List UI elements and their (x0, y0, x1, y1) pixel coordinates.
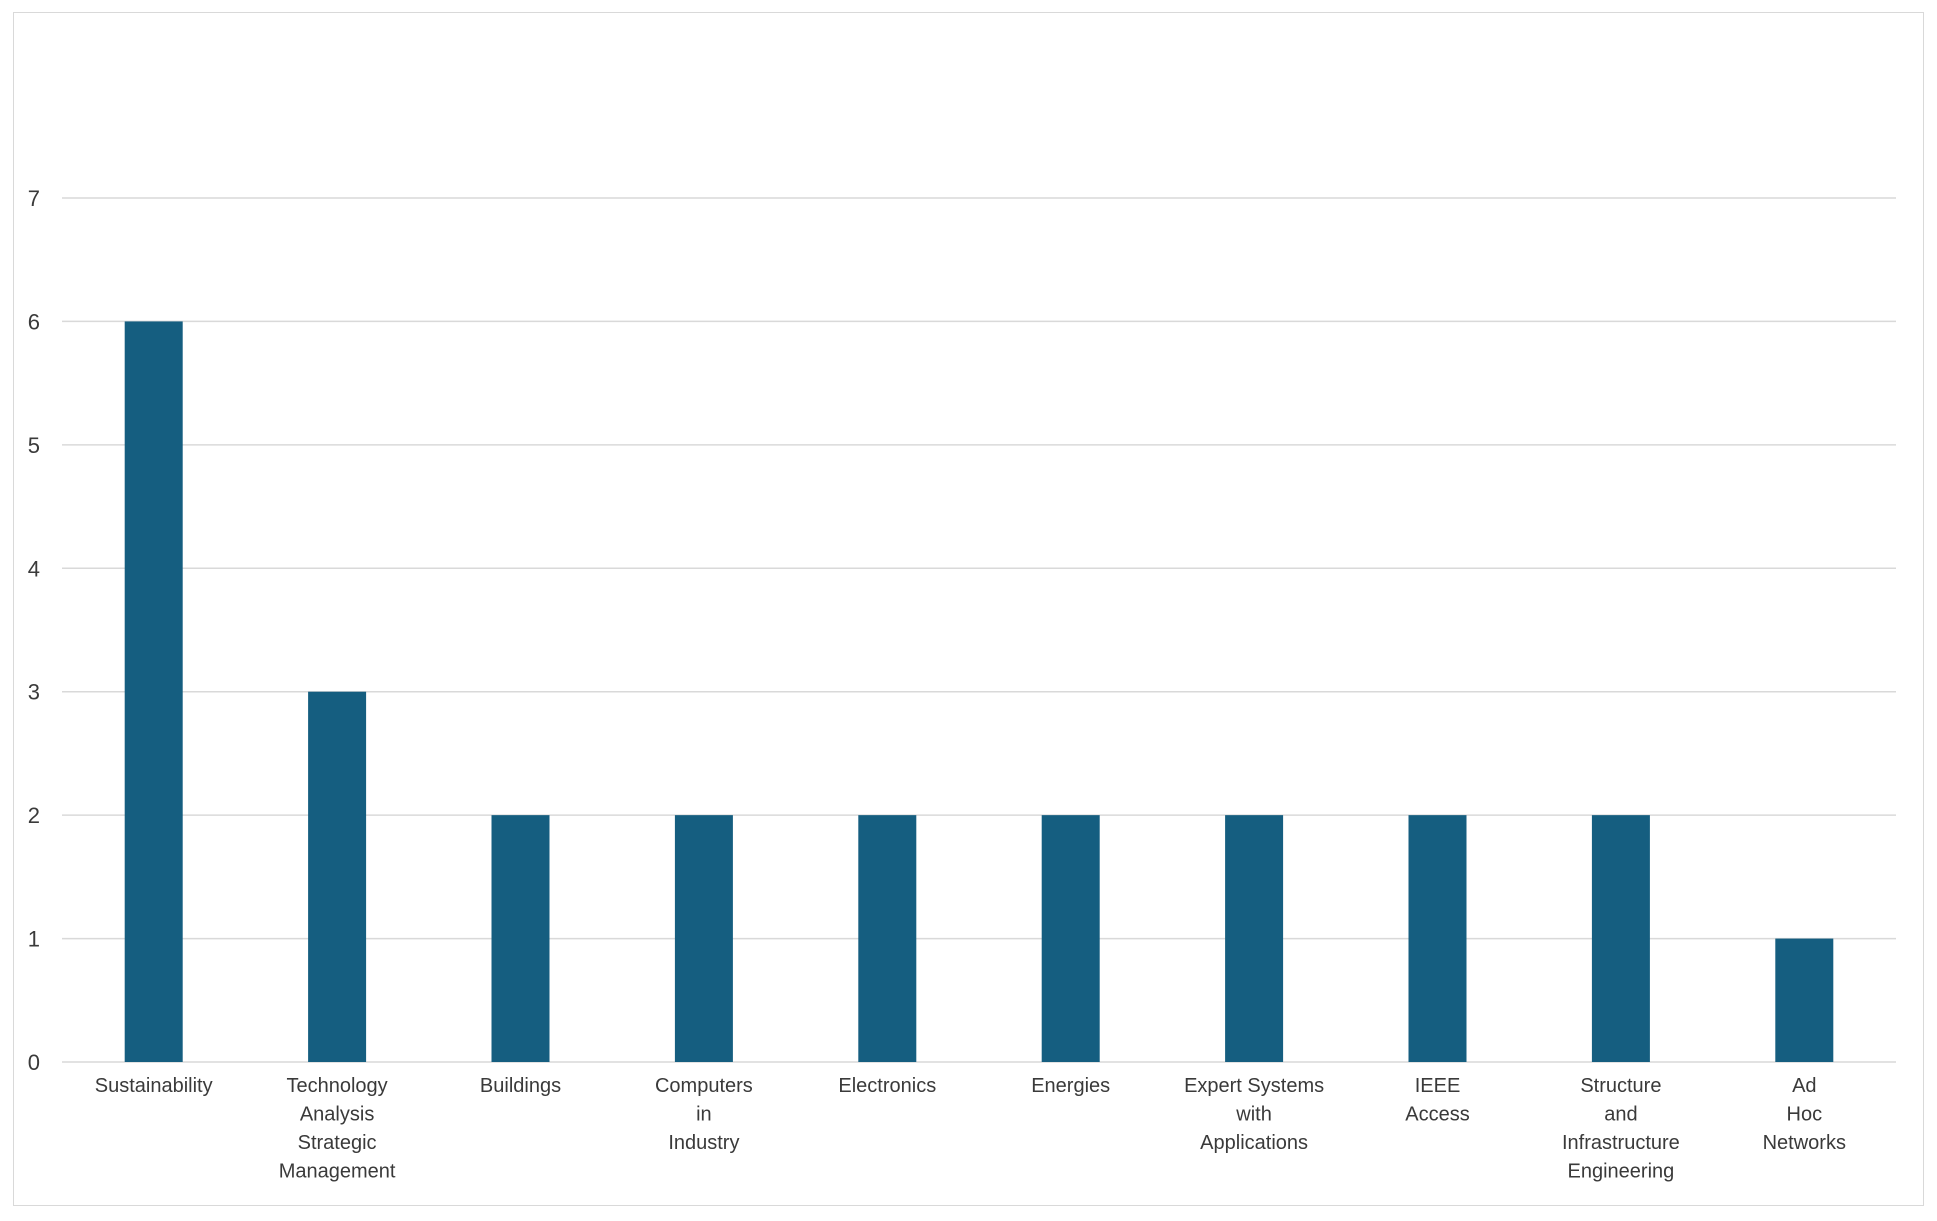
x-category-label-line: Computers (655, 1075, 753, 1097)
x-axis-category-labels: Sustainability Technology Analysis Strategi… (95, 1075, 1846, 1183)
y-tick-label: 4 (28, 556, 40, 581)
bar-0 (124, 321, 183, 1062)
bar-7 (1408, 815, 1467, 1062)
bar-6 (1225, 815, 1284, 1062)
x-category-label-line: with (1235, 1104, 1272, 1126)
x-category-label: Ad Hoc Networks (1763, 1075, 1846, 1154)
x-category-label: IEEE Access (1405, 1075, 1469, 1126)
x-category-label-line: Management (279, 1161, 396, 1183)
x-category-label-line: Applications (1200, 1132, 1308, 1154)
x-category-label-line: Energies (1031, 1075, 1110, 1097)
x-category-label-line: IEEE (1415, 1075, 1461, 1097)
x-category-label-line: Infrastructure (1562, 1132, 1680, 1154)
bars (124, 321, 1834, 1062)
x-category-label: Energies (1031, 1075, 1110, 1097)
gridlines (62, 197, 1896, 1063)
x-category-label: Expert Systems with Applications (1184, 1075, 1324, 1154)
y-tick-label: 0 (28, 1050, 40, 1075)
x-category-label-line: Expert Systems (1184, 1075, 1324, 1097)
bar-1 (308, 691, 367, 1062)
y-tick-label: 6 (28, 309, 40, 334)
x-category-label-line: Access (1405, 1104, 1469, 1126)
x-category-label-line: Networks (1763, 1132, 1846, 1154)
bar-5 (1041, 815, 1100, 1062)
x-category-label-line: and (1604, 1104, 1637, 1126)
x-category-label-line: Strategic (298, 1132, 377, 1154)
x-category-label: Buildings (480, 1075, 561, 1097)
x-category-label-line: Analysis (300, 1104, 374, 1126)
y-axis-tick-labels: 0 1 2 3 4 5 6 7 (28, 186, 40, 1075)
x-category-label-line: Electronics (838, 1075, 936, 1097)
y-tick-label: 1 (28, 927, 40, 952)
y-tick-label: 3 (28, 680, 40, 705)
bar-4 (858, 815, 917, 1062)
x-category-label-line: Structure (1580, 1075, 1661, 1097)
x-category-label-line: Engineering (1568, 1161, 1675, 1183)
y-tick-label: 2 (28, 803, 40, 828)
x-category-label-line: Hoc (1787, 1104, 1823, 1126)
x-category-label: Computers in Industry (655, 1075, 753, 1154)
x-category-label-line: Sustainability (95, 1075, 213, 1097)
y-tick-label: 7 (28, 186, 40, 211)
x-category-label: Structure and Infrastructure Engineering (1562, 1075, 1680, 1183)
y-tick-label: 5 (28, 433, 40, 458)
bar-8 (1591, 815, 1650, 1062)
bar-2 (491, 815, 550, 1062)
bar-3 (674, 815, 733, 1062)
x-category-label: Electronics (838, 1075, 936, 1097)
x-category-label-line: in (696, 1104, 712, 1126)
x-category-label-line: Ad (1792, 1075, 1816, 1097)
x-category-label-line: Buildings (480, 1075, 561, 1097)
x-category-label-line: Industry (668, 1132, 739, 1154)
x-category-label: Technology Analysis Strategic Management (279, 1075, 396, 1183)
bar-9 (1775, 938, 1834, 1062)
x-category-label: Sustainability (95, 1075, 213, 1097)
x-category-label-line: Technology (287, 1075, 388, 1097)
